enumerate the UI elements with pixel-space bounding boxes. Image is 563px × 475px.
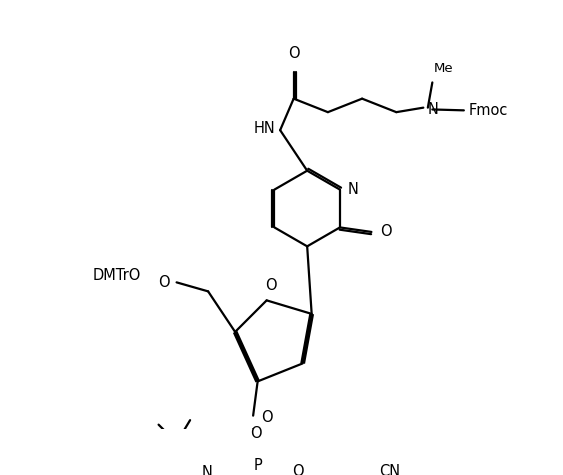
- Text: Me: Me: [434, 62, 454, 75]
- Text: Fmoc: Fmoc: [468, 103, 508, 118]
- Text: O: O: [292, 464, 304, 475]
- Text: P: P: [253, 458, 262, 473]
- Text: CN: CN: [379, 464, 400, 475]
- Text: N: N: [428, 102, 439, 117]
- Text: HN: HN: [254, 121, 276, 136]
- Text: O: O: [381, 224, 392, 239]
- Text: O: O: [288, 46, 300, 61]
- Text: N: N: [347, 182, 358, 197]
- Text: O: O: [158, 275, 169, 290]
- Text: O: O: [265, 278, 277, 293]
- Text: O: O: [261, 409, 272, 425]
- Text: DMTrO: DMTrO: [92, 267, 141, 283]
- Text: O: O: [250, 427, 262, 441]
- Text: N: N: [202, 465, 213, 475]
